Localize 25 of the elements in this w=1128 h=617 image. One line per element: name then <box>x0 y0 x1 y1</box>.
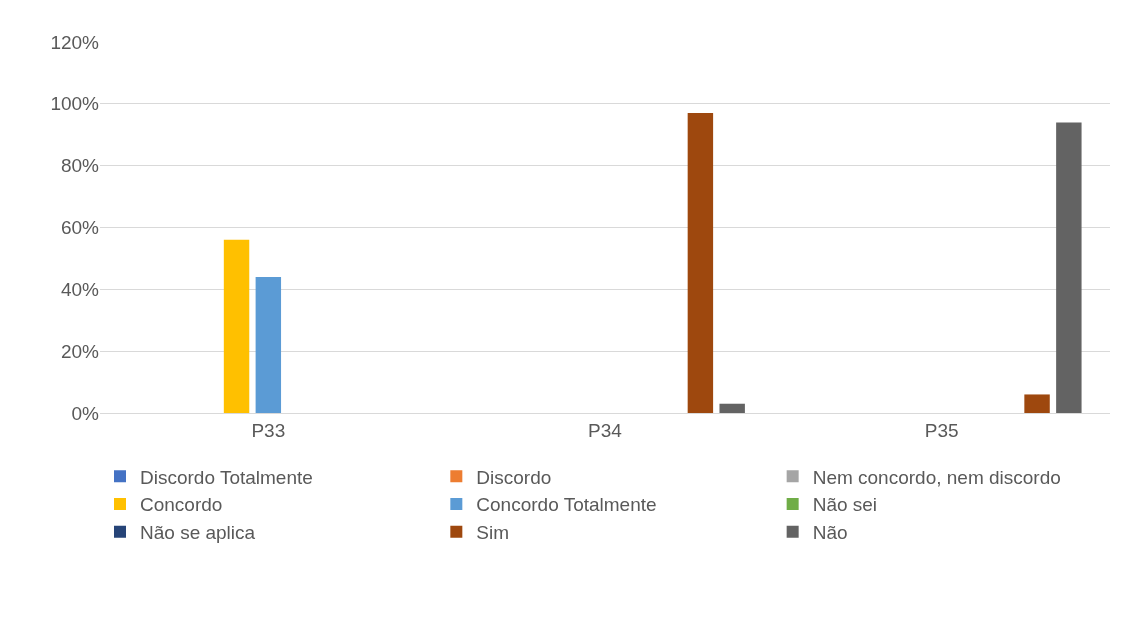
y-tick-label: 40% <box>60 278 100 300</box>
x-tick-label: P35 <box>924 419 959 441</box>
y-tick-label: 120% <box>50 31 100 53</box>
y-tick-label: 100% <box>50 93 100 115</box>
bar <box>719 403 745 413</box>
y-tick-label: 20% <box>60 340 100 362</box>
bar <box>1024 394 1050 413</box>
legend-label: Nem concordo, nem discordo <box>812 466 1061 488</box>
legend-label: Discordo Totalmente <box>140 466 313 488</box>
legend-label: Concordo Totalmente <box>476 494 657 516</box>
legend-label: Concordo <box>140 494 223 516</box>
x-tick-label: P34 <box>588 419 623 441</box>
y-tick-label: 60% <box>60 217 100 239</box>
bar <box>223 239 250 413</box>
legend-label: Discordo <box>476 466 552 488</box>
y-tick-label: 80% <box>60 155 100 177</box>
legend-label: Sim <box>476 522 510 544</box>
x-tick-label: P33 <box>251 419 286 441</box>
legend-label: Não sei <box>812 494 878 516</box>
bar <box>1056 122 1082 413</box>
y-tick-label: 0% <box>71 402 100 424</box>
legend-label: Não se aplica <box>140 522 256 544</box>
bar <box>687 113 714 413</box>
legend-label: Não <box>812 522 848 544</box>
bar <box>255 276 282 413</box>
